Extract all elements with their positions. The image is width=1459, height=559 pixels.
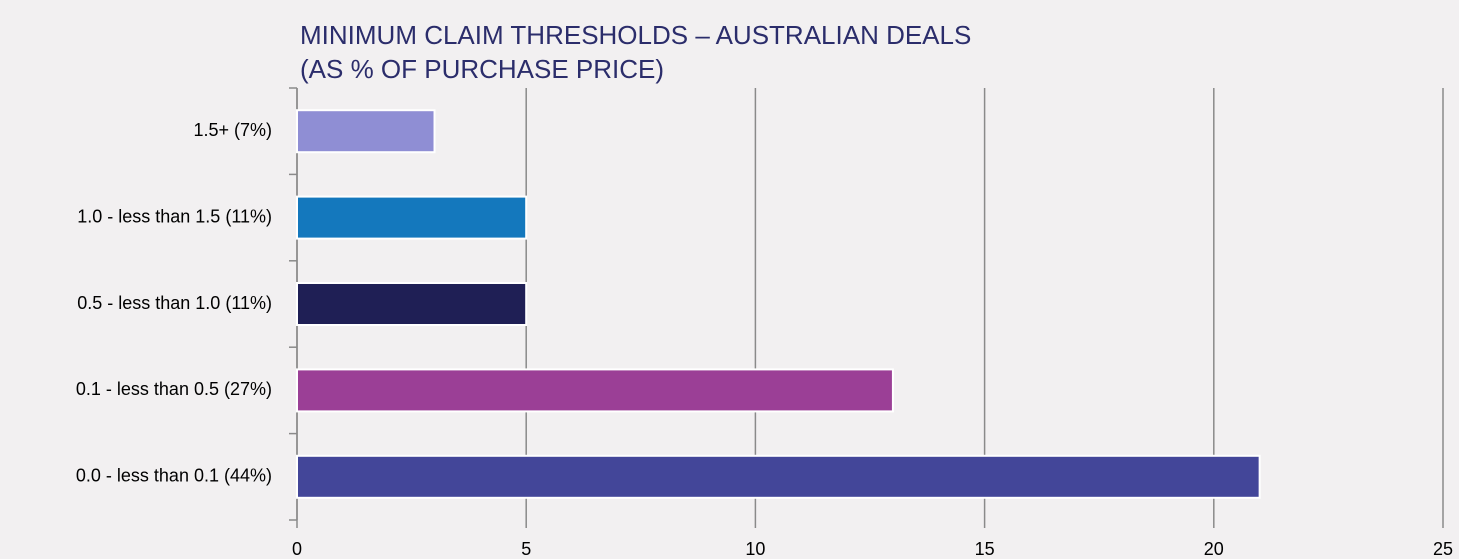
y-tick-label: 1.0 - less than 1.5 (11%) [77,206,272,226]
bar [296,368,894,413]
chart-title: MINIMUM CLAIM THRESHOLDS – AUSTRALIAN DE… [300,20,971,50]
x-tick-label: 15 [975,539,995,559]
x-tick-label: 10 [745,539,765,559]
y-tick-label: 0.1 - less than 0.5 (27%) [76,379,272,399]
bar [296,195,528,240]
x-tick-label: 25 [1433,539,1453,559]
bar [296,109,436,154]
x-tick-label: 20 [1204,539,1224,559]
chart-title: (AS % OF PURCHASE PRICE) [300,54,664,84]
y-tick-label: 1.5+ (7%) [193,120,272,140]
bar [296,282,528,326]
x-tick-label: 0 [292,539,302,559]
y-tick-label: 0.5 - less than 1.0 (11%) [77,293,272,313]
x-tick-label: 5 [521,539,531,559]
y-tick-label: 0.0 - less than 0.1 (44%) [76,466,272,486]
bar [296,454,1261,499]
